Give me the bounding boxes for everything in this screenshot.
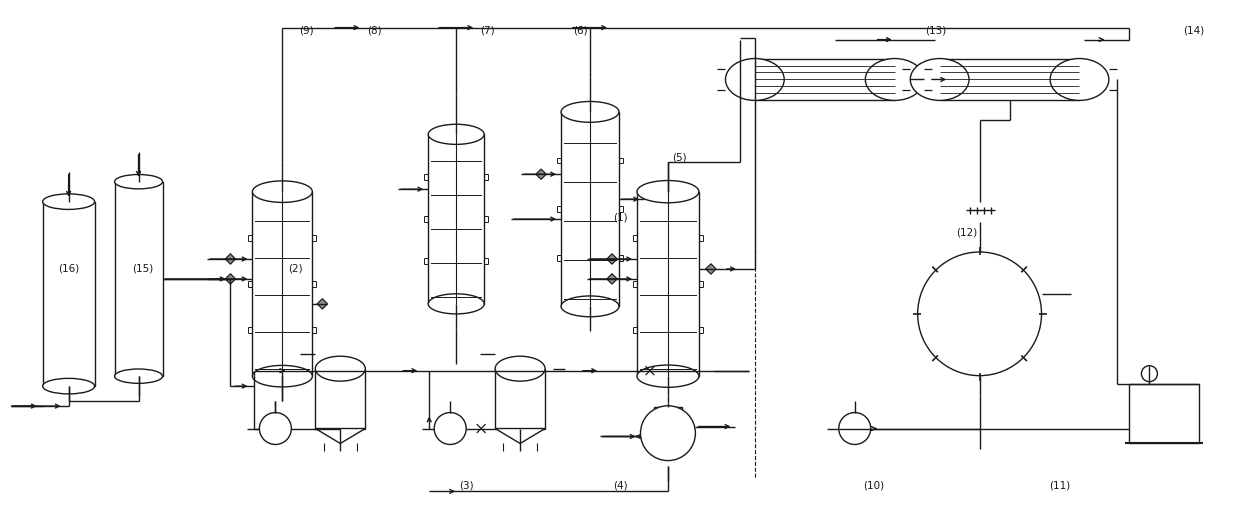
Circle shape	[434, 413, 466, 444]
Polygon shape	[608, 274, 618, 284]
Bar	[253, 192, 312, 376]
Circle shape	[918, 252, 1042, 376]
Polygon shape	[317, 299, 327, 309]
Polygon shape	[706, 265, 715, 274]
Text: (8): (8)	[367, 26, 382, 36]
Ellipse shape	[253, 366, 312, 387]
Bar	[114, 182, 162, 376]
Circle shape	[838, 413, 870, 444]
Circle shape	[641, 406, 696, 461]
Ellipse shape	[253, 181, 312, 203]
Circle shape	[1141, 366, 1157, 382]
Ellipse shape	[428, 125, 484, 145]
Ellipse shape	[1050, 60, 1109, 101]
Ellipse shape	[560, 296, 619, 317]
Text: (16): (16)	[58, 263, 79, 273]
Ellipse shape	[42, 194, 94, 210]
Text: (15): (15)	[133, 263, 154, 273]
Polygon shape	[608, 255, 618, 265]
Text: (4): (4)	[613, 479, 627, 489]
Bar	[315, 369, 366, 429]
Polygon shape	[536, 170, 546, 180]
Bar	[637, 192, 699, 376]
Polygon shape	[608, 255, 618, 265]
Bar	[940, 60, 1080, 101]
Bar	[560, 113, 619, 307]
Polygon shape	[226, 274, 236, 284]
Text: (1): (1)	[613, 212, 627, 222]
Ellipse shape	[114, 369, 162, 384]
Bar	[42, 202, 94, 386]
Text: (12): (12)	[956, 227, 977, 237]
Polygon shape	[536, 170, 546, 180]
Ellipse shape	[114, 175, 162, 189]
Text: (5): (5)	[672, 152, 687, 162]
Polygon shape	[226, 255, 236, 265]
Text: (6): (6)	[573, 26, 588, 36]
Ellipse shape	[428, 294, 484, 314]
Ellipse shape	[637, 365, 699, 387]
Bar	[755, 60, 895, 101]
Ellipse shape	[560, 103, 619, 123]
Text: (11): (11)	[1049, 479, 1070, 489]
Text: (2): (2)	[288, 263, 303, 273]
Ellipse shape	[866, 60, 924, 101]
Text: (13): (13)	[925, 26, 946, 36]
Text: (14): (14)	[1183, 26, 1204, 36]
Polygon shape	[317, 299, 327, 309]
Ellipse shape	[910, 60, 968, 101]
Polygon shape	[226, 274, 236, 284]
Text: (3): (3)	[459, 479, 474, 489]
Bar	[1130, 384, 1199, 443]
Polygon shape	[226, 255, 236, 265]
Polygon shape	[706, 265, 715, 274]
Ellipse shape	[315, 357, 366, 381]
Bar	[655, 407, 682, 420]
Ellipse shape	[725, 60, 784, 101]
Text: (10): (10)	[863, 479, 884, 489]
Ellipse shape	[495, 357, 546, 381]
Text: (7): (7)	[480, 26, 495, 36]
Bar	[428, 135, 484, 304]
Ellipse shape	[42, 379, 94, 394]
Polygon shape	[608, 274, 618, 284]
Bar	[495, 369, 546, 429]
Text: (9): (9)	[299, 26, 314, 36]
Polygon shape	[315, 429, 366, 443]
Ellipse shape	[637, 181, 699, 204]
Circle shape	[259, 413, 291, 444]
Polygon shape	[495, 429, 546, 443]
